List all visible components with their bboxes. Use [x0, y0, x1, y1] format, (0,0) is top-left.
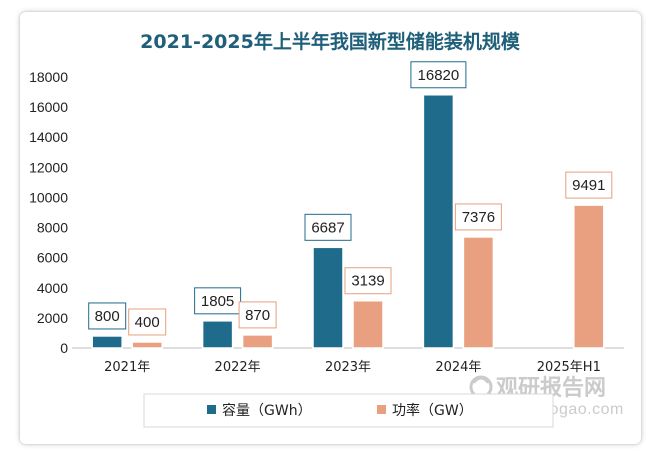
y-tick-label: 14000: [29, 129, 68, 145]
x-tick-label: 2021年: [104, 360, 150, 375]
y-tick-label: 8000: [37, 220, 68, 236]
bar-capacity: [201, 320, 234, 349]
y-tick-label: 16000: [29, 99, 68, 115]
y-tick-label: 10000: [29, 189, 68, 205]
chart-frame: 2021-2025年上半年我国新型储能装机规模 0 2000 4000 6000 800…: [20, 12, 641, 444]
x-axis: 2021年 2022年 2023年 2024年 2025年H1: [104, 360, 601, 375]
data-label: 7376: [462, 209, 495, 226]
bar-capacity: [91, 335, 123, 349]
data-label-box: [304, 213, 352, 241]
x-tick-label: 2025年H1: [537, 360, 601, 375]
legend-swatch-capacity: [207, 405, 216, 414]
bars-group: [91, 94, 605, 349]
x-tick-label: 2023年: [325, 360, 371, 375]
bar-power: [573, 204, 605, 349]
legend-swatch-power: [377, 405, 386, 414]
legend-label-power: 功率（GW）: [392, 402, 473, 419]
data-label: 400: [135, 314, 160, 331]
y-axis: 0 2000 4000 6000 8000 10000 12000 14000 16000 180…: [29, 69, 68, 356]
data-label-box: [88, 302, 127, 330]
data-label-box: [194, 287, 242, 315]
data-label: 1805: [201, 293, 234, 310]
data-label-box: [410, 61, 467, 89]
data-label: 870: [245, 307, 270, 324]
legend: 容量（GWh） 功率（GW）: [143, 393, 554, 428]
y-tick-label: 0: [60, 340, 68, 356]
data-labels-group: 800 1805 6687 16820 400 870 3139 7376 9491: [88, 61, 613, 336]
bar-power: [131, 341, 163, 349]
bar-capacity: [312, 246, 344, 349]
bar-capacity: [422, 94, 455, 349]
legend-box: [143, 393, 554, 428]
y-tick-label: 2000: [37, 310, 68, 326]
bar-power: [462, 236, 495, 349]
data-label-box: [454, 203, 502, 231]
y-tick-label: 12000: [29, 159, 68, 175]
legend-label-capacity: 容量（GWh）: [222, 402, 312, 419]
watermark-logo-arc-icon: [473, 377, 489, 384]
data-label: 800: [95, 308, 120, 325]
data-label: 3139: [351, 273, 384, 290]
bar-power: [241, 334, 274, 349]
data-label-box: [128, 308, 167, 336]
chart-svg: 2021-2025年上半年我国新型储能装机规模 0 2000 4000 6000 800…: [29, 30, 624, 428]
data-label: 9491: [572, 177, 605, 194]
x-tick-label: 2022年: [215, 360, 261, 375]
data-label-box: [565, 171, 613, 199]
data-label-box: [344, 267, 392, 295]
y-tick-label: 18000: [29, 69, 68, 85]
bar-power: [352, 299, 384, 349]
data-label: 6687: [311, 219, 344, 236]
data-label-box: [238, 301, 277, 329]
x-tick-label: 2024年: [435, 360, 481, 375]
y-tick-label: 6000: [37, 250, 68, 266]
chart-title: 2021-2025年上半年我国新型储能装机规模: [140, 30, 521, 53]
y-tick-label: 4000: [37, 280, 68, 296]
data-label: 16820: [418, 67, 460, 84]
